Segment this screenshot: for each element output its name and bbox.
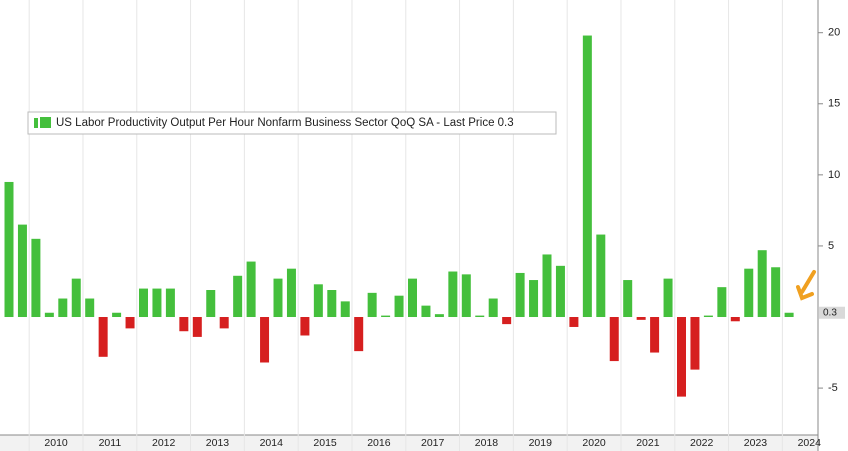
bar: [394, 295, 404, 318]
x-tick-label: 2021: [636, 437, 660, 449]
bar: [165, 288, 175, 318]
bar: [44, 312, 54, 318]
bar: [98, 317, 108, 357]
y-tick-label: 5: [828, 240, 834, 252]
bar: [246, 261, 256, 318]
x-axis-band: [0, 435, 818, 451]
x-tick-label: 2018: [475, 437, 499, 449]
legend-box: [27, 111, 557, 135]
bar: [529, 280, 539, 318]
legend-label: US Labor Productivity Output Per Hour No…: [56, 117, 514, 129]
arrow-annotation: [796, 270, 816, 301]
bar: [179, 317, 189, 332]
bar: [192, 317, 202, 337]
bar: [609, 317, 619, 362]
bar: [381, 315, 391, 318]
bar: [730, 317, 740, 322]
bar: [125, 317, 135, 329]
bar: [703, 315, 713, 318]
legend-swatch: [40, 117, 51, 128]
bar: [582, 35, 592, 318]
bar: [206, 290, 216, 318]
bar: [569, 317, 579, 327]
y-tick-label: -5: [828, 382, 838, 394]
x-tick-label: 2010: [44, 437, 68, 449]
x-tick-label: 2023: [744, 437, 768, 449]
bar: [408, 278, 417, 318]
bar: [354, 317, 364, 352]
x-tick-label: 2013: [206, 437, 230, 449]
bar: [31, 238, 41, 318]
bar: [327, 290, 337, 318]
bar: [434, 314, 444, 318]
y-tick-label: 10: [828, 169, 840, 181]
x-tick-label: 2020: [582, 437, 606, 449]
bar: [313, 284, 323, 318]
last-price-label: 0.3: [823, 307, 837, 318]
bar: [771, 267, 781, 318]
bar: [515, 272, 525, 318]
bar: [4, 181, 14, 318]
y-tick-label: 20: [828, 27, 840, 39]
bar: [542, 254, 552, 318]
x-tick-label: 2011: [99, 437, 122, 449]
bar: [71, 278, 81, 318]
legend: US Labor Productivity Output Per Hour No…: [27, 111, 557, 135]
bar: [58, 298, 68, 318]
x-tick-label: 2015: [313, 437, 337, 449]
bar: [85, 298, 95, 318]
bar: [421, 305, 431, 318]
bar: [757, 250, 767, 318]
x-tick-label: 2022: [690, 437, 714, 449]
bar: [663, 278, 673, 318]
x-tick-label: 2024: [798, 437, 822, 449]
x-tick-label: 2012: [152, 437, 176, 449]
bar: [596, 234, 606, 318]
bar: [784, 312, 794, 318]
bar: [260, 317, 270, 363]
legend-swatch: [34, 118, 38, 128]
bar: [448, 271, 458, 318]
last-price-tag: [819, 306, 845, 319]
bar: [744, 268, 754, 318]
bar: [488, 298, 498, 318]
bar: [300, 317, 310, 336]
x-tick-label: 2016: [367, 437, 391, 449]
bar: [475, 315, 485, 318]
bar: [273, 278, 283, 318]
bar: [367, 292, 377, 318]
bar: [340, 301, 350, 318]
x-tick-label: 2017: [421, 437, 445, 449]
bar: [650, 317, 660, 353]
x-tick-label: 2014: [260, 437, 284, 449]
bar: [555, 265, 565, 318]
bar: [461, 274, 471, 318]
bar: [233, 275, 243, 318]
bar: [502, 317, 512, 325]
bar: [112, 312, 122, 318]
bar: [152, 288, 162, 318]
bar: [623, 280, 633, 318]
bar: [677, 317, 686, 397]
bar: [219, 317, 229, 329]
bar: [690, 317, 700, 370]
y-tick-label: 15: [828, 98, 840, 110]
bar: [717, 287, 727, 318]
x-tick-label: 2019: [529, 437, 553, 449]
bar: [17, 224, 27, 318]
bar: [636, 317, 646, 320]
bar: [139, 288, 148, 318]
bar: [286, 268, 296, 318]
